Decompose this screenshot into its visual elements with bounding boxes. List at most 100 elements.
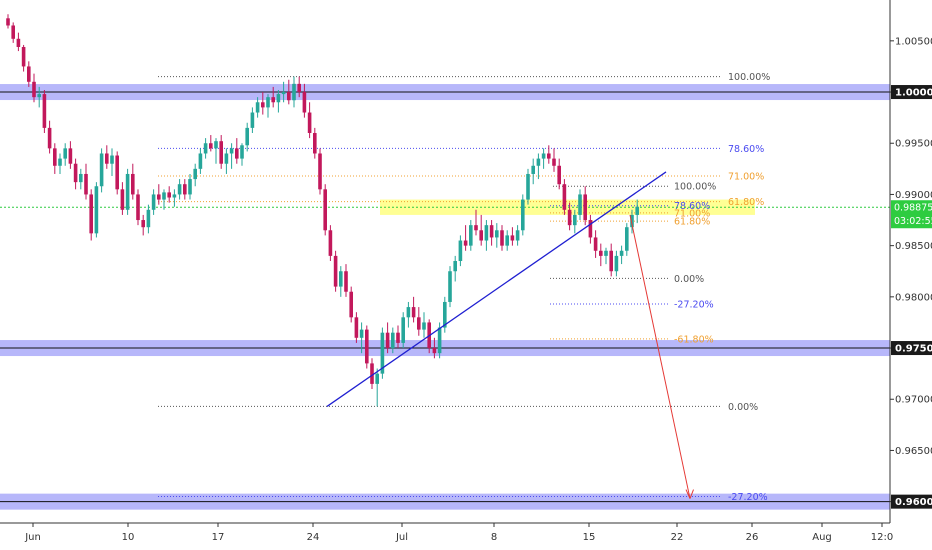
candle-body-112 <box>588 220 593 238</box>
candle-body-59 <box>313 133 317 154</box>
candle-body-1 <box>11 25 15 39</box>
candle-body-50 <box>266 97 270 108</box>
candle-body-87 <box>458 240 463 261</box>
candle-body-110 <box>578 194 582 215</box>
candle-body-41 <box>219 141 223 164</box>
candle-body-115 <box>604 250 608 256</box>
retracement-band <box>380 199 755 215</box>
candle-body-61 <box>323 189 327 231</box>
candle-body-74 <box>391 332 395 349</box>
candle-body-29 <box>157 194 161 200</box>
candle-body-10 <box>58 158 62 166</box>
candle-body-65 <box>344 271 348 292</box>
candle-body-57 <box>302 92 307 113</box>
candle-body-89 <box>469 225 473 246</box>
candle-body-107 <box>562 184 567 210</box>
candle-body-121 <box>635 206 639 215</box>
candle-body-38 <box>203 143 208 154</box>
candle-body-95 <box>500 230 504 246</box>
candle-body-18 <box>99 153 104 187</box>
candle-body-97 <box>510 235 515 241</box>
candles <box>6 14 639 407</box>
candle-body-77 <box>406 307 411 318</box>
candle-body-49 <box>261 102 265 108</box>
price-zone-tag-bg-9 <box>891 494 932 509</box>
candle-body-75 <box>396 332 400 343</box>
candle-body-45 <box>240 145 244 159</box>
fib-label-11: -27.20% <box>674 300 714 311</box>
candle-body-120 <box>630 214 634 228</box>
candle-body-9 <box>53 148 57 166</box>
time-tick-label-8: 26 <box>746 532 759 543</box>
candle-body-48 <box>255 102 260 113</box>
candle-body-104 <box>547 153 551 159</box>
candle-body-64 <box>339 271 343 287</box>
fib-label-10: 0.00% <box>674 274 704 285</box>
time-tick-label-4: Jul <box>395 532 408 543</box>
price-zone-tag-bg-1 <box>891 85 932 100</box>
time-tick-label-0: Jun <box>24 532 41 543</box>
projection-arrow-line <box>629 214 691 499</box>
time-tick-label-5: 8 <box>491 532 497 543</box>
candle-body-101 <box>531 165 535 174</box>
time-tick-label-9: Aug <box>812 532 832 543</box>
candle-body-47 <box>250 112 255 128</box>
price-zone-tag-bg-6 <box>891 341 932 356</box>
candle-body-88 <box>463 240 468 246</box>
candle-body-37 <box>198 153 203 169</box>
candle-body-58 <box>307 112 312 133</box>
time-tick-label-3: 24 <box>307 532 320 543</box>
candle-body-102 <box>536 158 541 166</box>
projection-arrow-head <box>685 489 694 499</box>
candle-body-116 <box>609 250 613 272</box>
fibonacci-levels: 100.00%78.60%71.00%61.80%0.00%-27.20%100… <box>0 72 890 503</box>
fib-label-4: 0.00% <box>728 402 758 413</box>
candle-body-2 <box>16 38 21 47</box>
candle-body-91 <box>479 230 483 241</box>
candle-body-118 <box>619 250 624 256</box>
candle-body-93 <box>489 225 494 238</box>
candle-body-56 <box>297 83 301 93</box>
candle-body-46 <box>245 127 249 146</box>
candle-body-15 <box>84 173 88 195</box>
candle-body-63 <box>333 255 338 287</box>
trendline <box>326 171 667 407</box>
fib-label-2: 71.00% <box>728 172 764 183</box>
candle-body-55 <box>292 83 296 101</box>
time-tick-label-7: 22 <box>671 532 684 543</box>
candle-body-8 <box>47 127 52 149</box>
fib-label-5: -27.20% <box>728 492 768 503</box>
candle-body-109 <box>573 214 577 226</box>
candle-body-79 <box>417 317 421 330</box>
fib-label-6: 100.00% <box>674 182 716 193</box>
candle-body-14 <box>79 173 83 183</box>
candle-body-27 <box>146 209 151 228</box>
candle-body-83 <box>437 327 442 354</box>
candle-body-11 <box>63 148 67 159</box>
fib-label-9: 61.80% <box>674 217 710 228</box>
candle-body-106 <box>557 165 561 185</box>
candle-body-3 <box>21 46 26 67</box>
retracement-zone <box>380 199 755 215</box>
candle-body-36 <box>193 168 197 180</box>
candle-body-73 <box>385 332 390 349</box>
candle-body-80 <box>422 322 426 330</box>
candle-body-117 <box>614 255 619 272</box>
candle-body-67 <box>354 317 359 338</box>
candle-body-42 <box>224 153 229 164</box>
time-axis[interactable]: Jun 10 17 24 Jul 8 15 22 26 Aug 12:0 <box>0 522 932 550</box>
candle-body-52 <box>276 94 281 103</box>
candle-body-68 <box>359 329 364 338</box>
candle-body-98 <box>515 230 520 241</box>
candle-body-114 <box>599 250 603 256</box>
time-tick-label-6: 15 <box>583 532 596 543</box>
candle-body-7 <box>42 94 47 128</box>
fib-label-12: -61.80% <box>674 334 714 345</box>
candle-body-24 <box>131 173 135 195</box>
